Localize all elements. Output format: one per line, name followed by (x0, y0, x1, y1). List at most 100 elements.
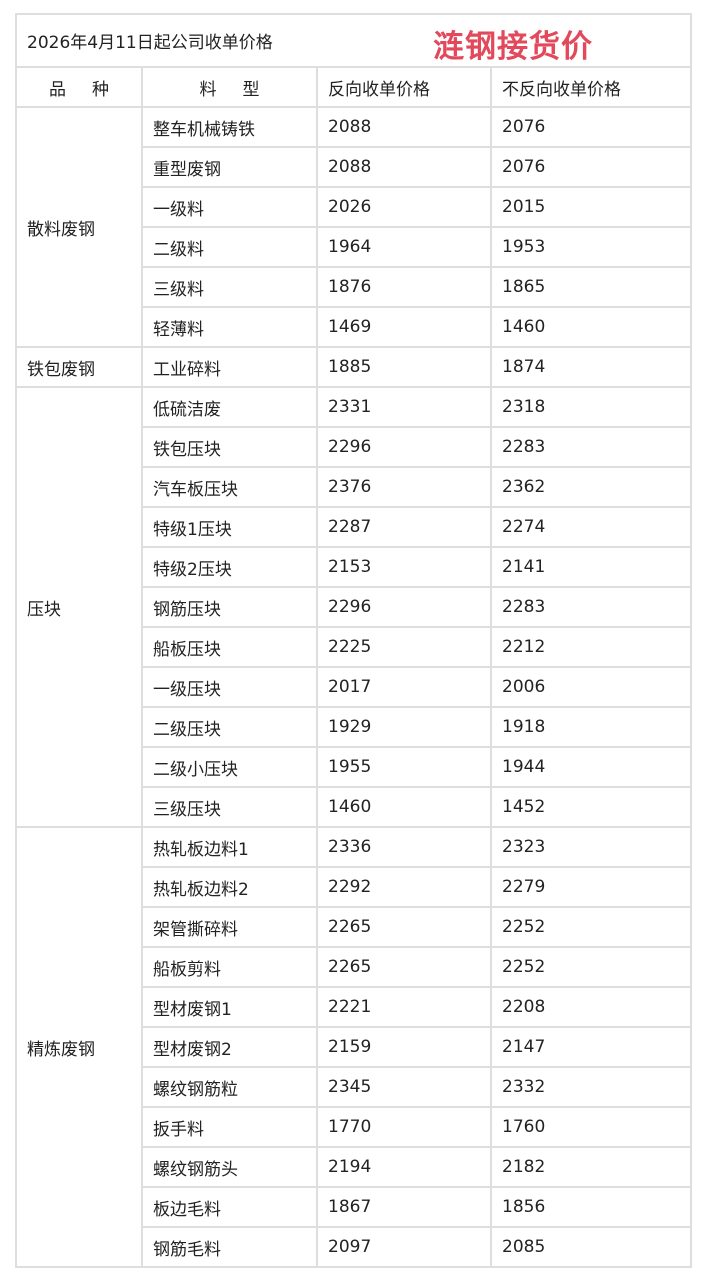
category-cell: 散料废钢 (15, 106, 143, 348)
reverse-price-cell: 1469 (316, 306, 492, 348)
nonreverse-price-cell: 2212 (489, 626, 693, 668)
material-cell: 钢筋毛料 (141, 1226, 318, 1268)
reverse-price-cell: 2345 (316, 1066, 492, 1108)
nonreverse-price-cell: 2076 (489, 106, 693, 148)
reverse-price-cell: 2287 (316, 506, 492, 548)
material-cell: 船板压块 (141, 626, 318, 668)
category-cell: 铁包废钢 (15, 346, 143, 388)
table-row: 螺纹钢筋粒 2345 2332 (16, 1066, 693, 1108)
table-row: 螺纹钢筋头 2194 2182 (16, 1146, 693, 1188)
material-cell: 低硫洁废 (141, 386, 318, 428)
material-cell: 螺纹钢筋粒 (141, 1066, 318, 1108)
material-cell: 板边毛料 (141, 1186, 318, 1228)
nonreverse-price-cell: 2323 (489, 826, 693, 868)
nonreverse-price-cell: 1944 (489, 746, 693, 788)
material-cell: 二级小压块 (141, 746, 318, 788)
reverse-price-cell: 1885 (316, 346, 492, 388)
nonreverse-price-cell: 1856 (489, 1186, 693, 1228)
table-row: 船板压块 2225 2212 (16, 626, 693, 668)
material-cell: 特级1压块 (141, 506, 318, 548)
material-cell: 重型废钢 (141, 146, 318, 188)
category-cell: 精炼废钢 (15, 826, 143, 1268)
material-cell: 二级压块 (141, 706, 318, 748)
material-cell: 热轧板边料1 (141, 826, 318, 868)
nonreverse-price-cell: 2147 (489, 1026, 693, 1068)
table-row: 二级压块 1929 1918 (16, 706, 693, 748)
title-row: 2026年4月11日起公司收单价格 涟钢接货价 (14, 13, 693, 68)
material-cell: 汽车板压块 (141, 466, 318, 508)
material-cell: 一级压块 (141, 666, 318, 708)
table-row: 重型废钢 2088 2076 (16, 146, 693, 188)
reverse-price-cell: 2296 (316, 586, 492, 628)
nonreverse-price-cell: 1460 (489, 306, 693, 348)
nonreverse-price-cell: 2076 (489, 146, 693, 188)
table-row: 二级小压块 1955 1944 (16, 746, 693, 788)
reverse-price-cell: 2376 (316, 466, 492, 508)
table-row: 铁包废钢 工业碎料 1885 1874 (15, 346, 693, 388)
material-cell: 型材废钢2 (141, 1026, 318, 1068)
reverse-price-cell: 1929 (316, 706, 492, 748)
table-title: 2026年4月11日起公司收单价格 (27, 33, 273, 53)
table-row: 一级料 2026 2015 (16, 186, 693, 228)
nonreverse-price-cell: 1874 (489, 346, 693, 388)
material-cell: 铁包压块 (141, 426, 318, 468)
reverse-price-cell: 2336 (316, 826, 492, 868)
reverse-price-cell: 2097 (316, 1226, 492, 1268)
reverse-price-cell: 1770 (316, 1106, 492, 1148)
material-cell: 架管撕碎料 (141, 906, 318, 948)
material-cell: 三级压块 (141, 786, 318, 828)
nonreverse-price-cell: 1452 (489, 786, 693, 828)
material-cell: 一级料 (141, 186, 318, 228)
material-cell: 船板剪料 (141, 946, 318, 988)
nonreverse-price-cell: 2015 (489, 186, 693, 228)
nonreverse-price-cell: 2141 (489, 546, 693, 588)
title-cell: 2026年4月11日起公司收单价格 涟钢接货价 (14, 13, 693, 68)
table-row: 汽车板压块 2376 2362 (16, 466, 693, 508)
price-table: 2026年4月11日起公司收单价格 涟钢接货价 品种 料型 反向收单价格 不反向… (14, 13, 693, 1268)
nonreverse-price-cell: 2274 (489, 506, 693, 548)
reverse-price-cell: 2292 (316, 866, 492, 908)
table-row: 精炼废钢 热轧板边料1 2336 2323 (15, 826, 693, 1268)
table-row: 钢筋压块 2296 2283 (16, 586, 693, 628)
table-row: 热轧板边料2 2292 2279 (16, 866, 693, 908)
material-cell: 特级2压块 (141, 546, 318, 588)
watermark-stamp: 涟钢接货价 (433, 29, 593, 65)
table-row: 特级2压块 2153 2141 (16, 546, 693, 588)
reverse-price-cell: 2026 (316, 186, 492, 228)
nonreverse-price-cell: 2362 (489, 466, 693, 508)
header-material: 料型 (141, 66, 318, 108)
table-row: 散料废钢 整车机械铸铁 2088 2076 (15, 106, 693, 348)
reverse-price-cell: 1964 (316, 226, 492, 268)
nonreverse-price-cell: 2283 (489, 426, 693, 468)
reverse-price-cell: 2153 (316, 546, 492, 588)
nonreverse-price-cell: 2279 (489, 866, 693, 908)
material-cell: 工业碎料 (141, 346, 318, 388)
table-row: 铁包压块 2296 2283 (16, 426, 693, 468)
material-cell: 二级料 (141, 226, 318, 268)
nonreverse-price-cell: 2332 (489, 1066, 693, 1108)
reverse-price-cell: 2296 (316, 426, 492, 468)
material-cell: 钢筋压块 (141, 586, 318, 628)
reverse-price-cell: 2017 (316, 666, 492, 708)
reverse-price-cell: 2221 (316, 986, 492, 1028)
reverse-price-cell: 1460 (316, 786, 492, 828)
header-reverse-price: 反向收单价格 (316, 66, 492, 108)
table-row: 船板剪料 2265 2252 (16, 946, 693, 988)
table-row: 型材废钢1 2221 2208 (16, 986, 693, 1028)
reverse-price-cell: 1867 (316, 1186, 492, 1228)
header-nonreverse-price: 不反向收单价格 (489, 66, 693, 108)
reverse-price-cell: 1876 (316, 266, 492, 308)
nonreverse-price-cell: 2252 (489, 906, 693, 948)
nonreverse-price-cell: 2252 (489, 946, 693, 988)
nonreverse-price-cell: 1865 (489, 266, 693, 308)
nonreverse-price-cell: 2182 (489, 1146, 693, 1188)
reverse-price-cell: 1955 (316, 746, 492, 788)
table-row: 板边毛料 1867 1856 (16, 1186, 693, 1228)
table-row: 型材废钢2 2159 2147 (16, 1026, 693, 1068)
table-row: 轻薄料 1469 1460 (16, 306, 693, 348)
nonreverse-price-cell: 1760 (489, 1106, 693, 1148)
reverse-price-cell: 2088 (316, 146, 492, 188)
table-row: 扳手料 1770 1760 (16, 1106, 693, 1148)
reverse-price-cell: 2265 (316, 946, 492, 988)
reverse-price-cell: 2225 (316, 626, 492, 668)
